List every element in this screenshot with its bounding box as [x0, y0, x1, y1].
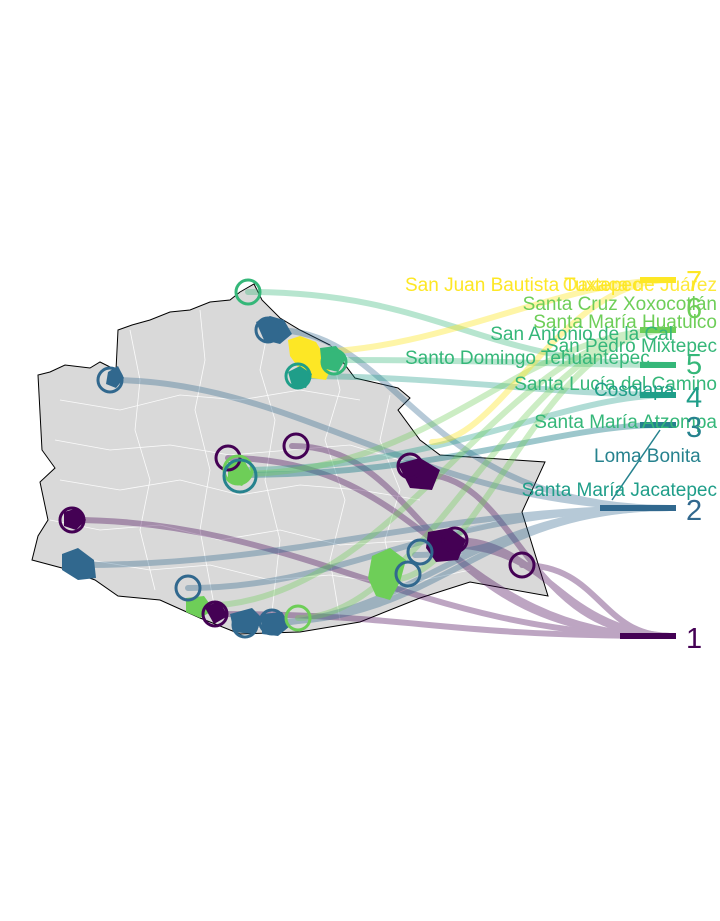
- marker-circle: [284, 362, 312, 390]
- label-san-juan-bautista-tuxtepec: San Juan Bautista Tuxtepec: [405, 275, 642, 296]
- marker-circle: [441, 526, 469, 554]
- marker-circle: [508, 551, 536, 579]
- municipality-labels: San Juan Bautista Tuxtepec Oaxaca de Juá…: [405, 275, 717, 501]
- rank-label-7: 7: [686, 266, 702, 298]
- label-san-antonio-de-la-cal: San Antonio de la Cal: [490, 324, 673, 345]
- marker-circle: [214, 444, 242, 472]
- rank-label-1: 1: [686, 623, 702, 655]
- rank-bars: [600, 277, 676, 639]
- marker-circle: [58, 506, 86, 534]
- marker-circle: [406, 538, 434, 566]
- rank-label-5: 5: [686, 349, 702, 381]
- marker-circle: [234, 278, 262, 306]
- marker-circle: [174, 574, 202, 602]
- marker-circle: [396, 452, 424, 480]
- rank-label-4: 4: [686, 382, 702, 414]
- marker-circle: [284, 604, 312, 632]
- marker-circle: [258, 608, 286, 636]
- label-santa-lucia-del-camino: Santa Lucía del Camino: [514, 374, 717, 395]
- marker-circle: [231, 611, 259, 639]
- marker-circle: [254, 316, 282, 344]
- label-santa-maria-huatulco: Santa María Huatulco: [533, 312, 717, 333]
- rank-labels: 1 2 3 4 5 6 7: [686, 266, 702, 655]
- marker-circle: [320, 348, 348, 376]
- label-san-pedro-mixtepec: San Pedro Mixtepec: [546, 336, 717, 357]
- marker-circle: [222, 458, 258, 494]
- rank-label-2: 2: [686, 495, 702, 527]
- label-santo-domingo-tehuantepec: Santo Domingo Tehuantepec: [405, 348, 650, 369]
- label-oaxaca-de-juarez: Oaxaca de Juárez: [563, 275, 717, 296]
- label-santa-maria-atzompa: Santa María Atzompa: [534, 412, 717, 433]
- municipality-circles: [58, 278, 536, 639]
- label-cosolapa: Cosolapa: [594, 380, 675, 401]
- oaxaca-state-outline: [31, 283, 549, 635]
- label-santa-maria-jacatepec: Santa María Jacatepec: [522, 480, 717, 501]
- label-santa-cruz-xoxocotlan: Santa Cruz Xoxocotlán: [523, 294, 717, 315]
- marker-circle: [201, 600, 229, 628]
- marker-circle: [394, 560, 422, 588]
- municipality-borders: [49, 309, 501, 631]
- marker-circle: [96, 366, 124, 394]
- leader-line: [611, 429, 661, 501]
- marker-circle: [282, 432, 310, 460]
- rank-label-3: 3: [686, 412, 702, 444]
- label-loma-bonita: Loma Bonita: [594, 446, 701, 467]
- rank-label-6: 6: [686, 293, 702, 325]
